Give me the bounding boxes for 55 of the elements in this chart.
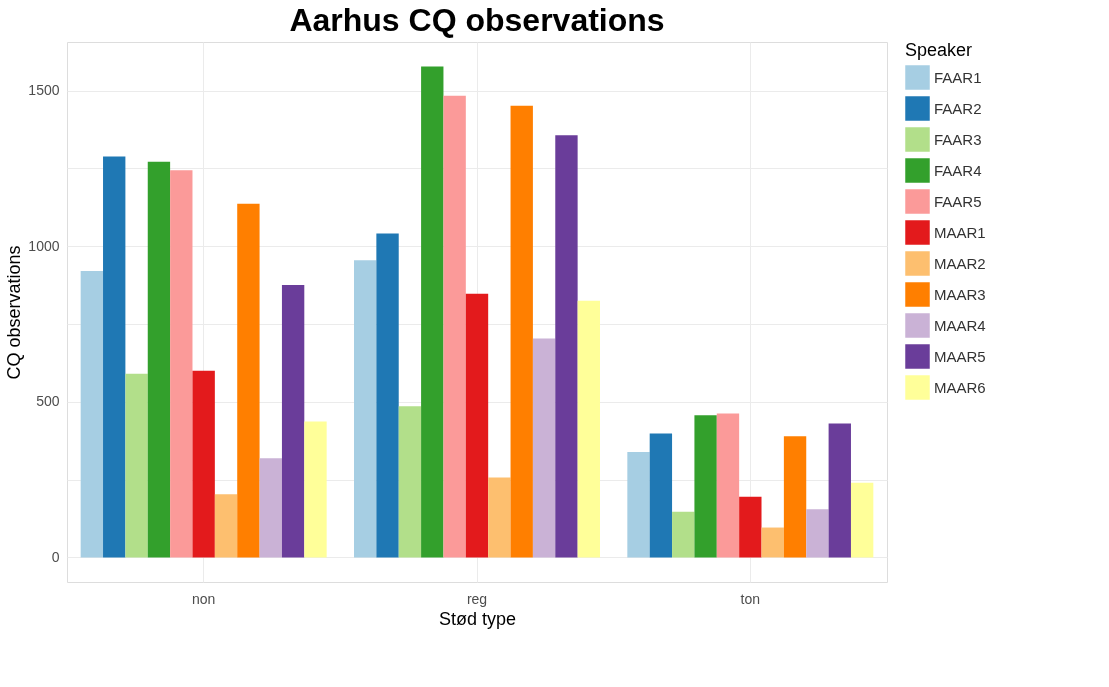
bar — [214, 494, 238, 558]
bar — [672, 511, 695, 558]
legend-label: MAAR1 — [934, 223, 986, 241]
bar — [649, 433, 673, 558]
bar — [694, 415, 717, 558]
bar — [421, 66, 444, 558]
bar — [806, 509, 829, 558]
bar — [828, 423, 851, 558]
x-tick-label: reg — [466, 590, 488, 607]
chart-title: Aarhus CQ observations — [289, 2, 665, 38]
bar — [237, 203, 260, 558]
bar — [850, 482, 874, 558]
legend-label: FAAR3 — [934, 130, 982, 148]
bar — [465, 293, 489, 558]
bar — [103, 156, 126, 558]
bar — [281, 285, 305, 558]
x-tick-label: non — [191, 590, 216, 607]
legend-label: MAAR5 — [934, 347, 986, 365]
legend-label: MAAR6 — [934, 378, 986, 396]
bar — [192, 370, 215, 558]
x-axis-title: Stød type — [438, 608, 517, 629]
legend-label: FAAR1 — [934, 68, 982, 86]
legend-label: FAAR2 — [934, 99, 982, 117]
bar — [488, 477, 511, 558]
bar — [510, 105, 533, 558]
bar — [627, 451, 650, 558]
y-tick-label: 1500 — [28, 82, 60, 99]
bar — [739, 496, 762, 558]
legend-label: FAAR5 — [934, 192, 982, 210]
y-tick-label: 500 — [36, 393, 60, 410]
y-axis-title: CQ observations — [4, 245, 25, 380]
legend-label: FAAR4 — [934, 161, 982, 179]
bar — [354, 260, 377, 558]
y-tick-label: 1000 — [28, 237, 60, 254]
bar — [304, 421, 327, 558]
bar — [80, 271, 104, 558]
bar — [532, 338, 556, 558]
bar — [716, 413, 740, 558]
legend-label: MAAR4 — [934, 316, 986, 334]
bar — [398, 406, 422, 558]
legend-label: MAAR3 — [934, 285, 986, 303]
bar — [761, 527, 784, 558]
bar — [170, 170, 193, 558]
bar — [443, 95, 466, 558]
bar — [125, 373, 148, 558]
bar — [783, 436, 807, 558]
y-tick-label: 0 — [51, 548, 60, 565]
bar — [147, 161, 171, 558]
bar — [376, 233, 399, 558]
bar — [577, 300, 600, 558]
legend-label: MAAR2 — [934, 254, 986, 272]
bar — [259, 458, 282, 558]
bar — [555, 135, 578, 558]
x-tick-label: ton — [740, 590, 761, 607]
legend-title: Speaker — [905, 40, 973, 60]
